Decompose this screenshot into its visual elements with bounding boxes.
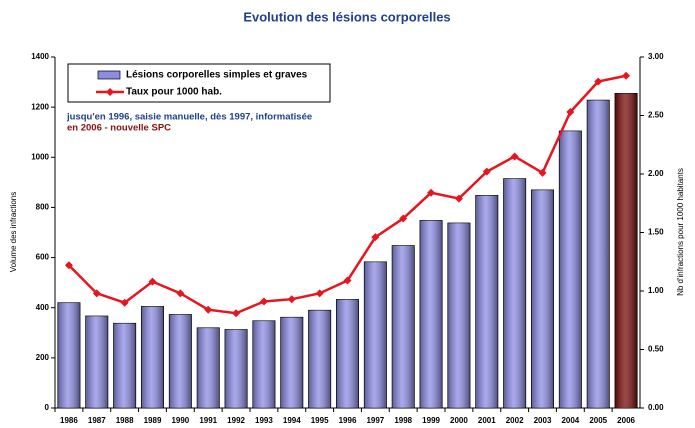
bar-shade (224, 329, 248, 408)
line-marker (622, 71, 631, 80)
x-tick-label: 1996 (339, 416, 357, 425)
x-tick-label: 1993 (255, 416, 273, 425)
x-tick-label: 2000 (450, 416, 468, 425)
y-tick-label: 400 (36, 303, 50, 312)
bar-shade (169, 314, 192, 408)
line-marker (371, 233, 380, 242)
line-marker (454, 194, 463, 203)
x-tick-label: 1994 (283, 416, 301, 425)
line-marker (120, 298, 129, 307)
y-tick-label: 0 (45, 403, 50, 412)
x-tick-label: 1988 (116, 416, 134, 425)
bar-shade (252, 320, 276, 408)
x-tick-label: 1998 (394, 416, 412, 425)
bar-shade (614, 93, 638, 408)
y2-tick-label: 1.00 (648, 286, 664, 295)
line-marker (259, 297, 268, 306)
line-marker (510, 152, 519, 161)
bar-shade (197, 327, 220, 408)
line-marker (315, 289, 324, 298)
y-tick-label: 200 (36, 353, 50, 362)
x-tick-label: 1997 (366, 416, 384, 425)
y2-tick-label: 3.00 (648, 52, 664, 61)
x-tick-label: 1992 (227, 416, 245, 425)
line-marker (148, 277, 157, 286)
line-marker (594, 77, 603, 86)
annotation: en 2006 - nouvelle SPC (67, 123, 171, 134)
legend-marker (106, 88, 114, 96)
annotation: jusqu'en 1996, saisie manuelle, dès 1997… (66, 112, 312, 123)
line-marker (92, 289, 101, 298)
bar-shade (113, 323, 136, 408)
line-marker (538, 168, 547, 177)
bar-shade (280, 317, 303, 408)
legend-label: Lésions corporelles simples et graves (126, 70, 308, 81)
y-axis-label: Volume des infractions (9, 192, 18, 273)
legend-box (67, 63, 331, 103)
line-marker (232, 309, 241, 318)
line-marker (399, 214, 408, 223)
bar-shade (559, 130, 582, 409)
bar-shade (364, 261, 387, 408)
line-marker (64, 261, 73, 270)
x-tick-label: 1999 (422, 416, 440, 425)
y-tick-label: 1400 (31, 52, 49, 61)
y2-axis-label: Nb d'infractions pour 1000 habitants (676, 168, 685, 296)
y2-tick-label: 2.50 (648, 111, 664, 120)
line-marker (427, 188, 436, 197)
x-tick-label: 2001 (478, 416, 496, 425)
x-tick-label: 2003 (534, 416, 552, 425)
x-tick-label: 1995 (311, 416, 329, 425)
x-tick-label: 1986 (60, 416, 78, 425)
line-marker (343, 276, 352, 285)
line-marker (482, 167, 491, 176)
bar-shade (419, 220, 443, 408)
bar-shade (447, 222, 471, 408)
line-marker (204, 305, 213, 314)
y2-tick-label: 2.00 (648, 169, 664, 178)
bar-shade (141, 306, 164, 408)
chart-title: Evolution des lésions corporelles (243, 9, 450, 24)
bar-shade (503, 178, 526, 408)
x-tick-label: 1989 (144, 416, 162, 425)
bar-shade (392, 245, 415, 408)
line-marker (287, 295, 296, 304)
line-marker (566, 107, 575, 116)
y2-tick-label: 1.50 (648, 228, 664, 237)
legend-swatch (97, 70, 121, 80)
bar-shade (587, 100, 610, 408)
x-tick-label: 2006 (617, 416, 635, 425)
y-tick-label: 600 (36, 253, 50, 262)
x-tick-label: 2002 (506, 416, 524, 425)
x-tick-label: 1987 (88, 416, 106, 425)
y-tick-label: 1000 (31, 152, 49, 161)
x-tick-label: 1990 (171, 416, 189, 425)
y-tick-label: 800 (36, 203, 50, 212)
x-tick-label: 1991 (199, 416, 217, 425)
x-tick-label: 2004 (561, 416, 579, 425)
y2-tick-label: 0.50 (648, 345, 664, 354)
legend-label: Taux pour 1000 hab. (126, 87, 222, 98)
bar-shade (57, 302, 81, 408)
bar-shade (85, 315, 108, 408)
bar-shade (336, 299, 359, 408)
y2-tick-label: 0.00 (648, 403, 664, 412)
y-tick-label: 1200 (31, 102, 49, 111)
bar-shade (531, 189, 554, 408)
bar-shade (308, 310, 331, 408)
bar-shade (475, 195, 498, 408)
line-marker (176, 289, 185, 298)
x-tick-label: 2005 (589, 416, 607, 425)
